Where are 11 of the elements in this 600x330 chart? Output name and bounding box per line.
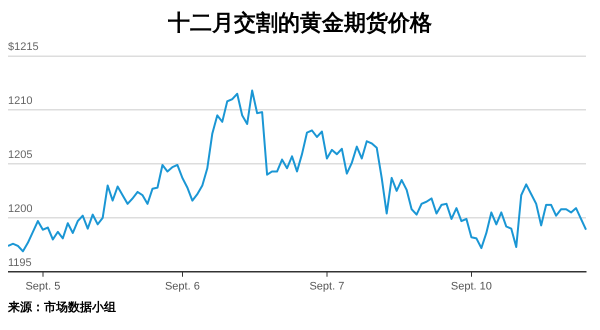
y-tick-label: 1195 bbox=[8, 256, 32, 269]
y-tick-label: 1205 bbox=[8, 148, 32, 161]
y-tick-label: $1215 bbox=[8, 41, 39, 54]
y-tick-label: 1200 bbox=[8, 202, 32, 215]
source-note: 来源：市场数据小组 bbox=[8, 299, 117, 316]
y-tick-label: 1210 bbox=[8, 94, 32, 107]
x-tick-label: Sept. 5 bbox=[25, 280, 60, 292]
x-tick-label: Sept. 6 bbox=[164, 280, 200, 292]
chart-title: 十二月交割的黄金期货价格 bbox=[167, 10, 433, 38]
x-tick-label: Sept. 7 bbox=[309, 280, 344, 292]
x-tick-label: Sept. 10 bbox=[450, 280, 492, 292]
